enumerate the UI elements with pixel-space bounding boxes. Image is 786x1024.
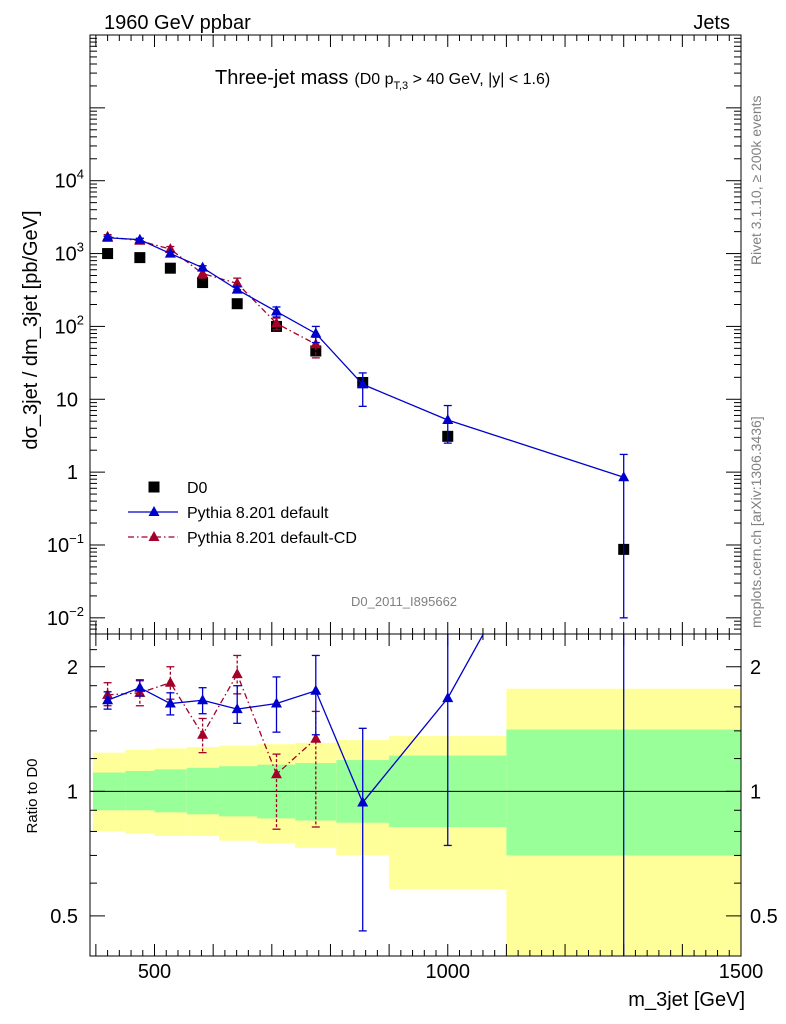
pythia-default-line — [107, 237, 624, 478]
pythia-default-point — [164, 247, 176, 258]
ratio-y-tick-label-right: 1 — [750, 781, 761, 803]
ratio-panel-frame — [89, 633, 742, 957]
ratio-pythia-default-point — [231, 703, 243, 714]
legend-entry-d0 — [148, 481, 160, 493]
analysis-id: D0_2011_I895662 — [351, 594, 457, 609]
main-y-tick-label: 103 — [55, 240, 84, 266]
ratio-pythia-default-point — [442, 692, 454, 703]
x-axis-label: m_3jet [GeV] — [628, 989, 745, 1011]
ratio-band-inner — [154, 769, 187, 813]
ratio-pythia-default-point — [134, 681, 146, 692]
pythia-cd-point — [231, 277, 243, 288]
ratio-panel-axes: 500 1000 1500 0.5 0.5 1 1 2 2 — [50, 633, 778, 983]
pythia-default-point — [618, 471, 630, 482]
ratio-pythia-default-point — [271, 697, 283, 708]
d0-point — [164, 262, 176, 274]
ratio-band-inner — [125, 770, 155, 811]
pythia-default-point — [197, 261, 209, 272]
legend-marker-d0 — [148, 481, 160, 493]
d0-point — [134, 252, 146, 264]
main-y-tick-label: 1 — [67, 462, 78, 484]
pythia-default-point — [442, 413, 454, 424]
main-panel-series — [102, 230, 630, 619]
pythia-default-point — [271, 305, 283, 316]
d0-point — [310, 345, 322, 357]
ratio-y-tick-label-left: 2 — [67, 657, 78, 679]
main-y-tick-label: 10−1 — [47, 531, 84, 557]
ratio-panel-series — [102, 634, 625, 956]
legend-marker-pythia-default — [148, 506, 160, 516]
legend-marker-pythia-default-cd — [148, 531, 160, 541]
legend-label-pythia-default-cd: Pythia 8.201 default-CD — [187, 530, 357, 547]
plot-title: Three-jet mass (D0 pT,3 > 40 GeV, |y| < 1… — [215, 67, 550, 92]
legend: D0 Pythia 8.201 default Pythia 8.201 def… — [128, 480, 357, 547]
ratio-pythia-cd-point — [310, 732, 322, 743]
x-tick-label: 500 — [138, 961, 171, 983]
header-left: 1960 GeV ppbar — [104, 12, 251, 34]
main-y-tick-label: 104 — [55, 167, 84, 193]
pythia-default-point — [357, 378, 369, 389]
ratio-y-tick-label-left: 1 — [67, 781, 78, 803]
legend-label-pythia-default: Pythia 8.201 default — [187, 505, 329, 522]
legend-entry-pythia-default-cd — [128, 531, 178, 541]
ratio-pythia-default-point — [102, 694, 114, 705]
ratio-pythia-cd-point — [271, 768, 283, 779]
pythia-default-point — [231, 283, 243, 294]
header-right: Jets — [693, 12, 730, 34]
d0-point — [197, 277, 209, 289]
ratio-pythia-default-point — [357, 796, 369, 807]
ratio-y-tick-label-left: 0.5 — [50, 906, 78, 928]
legend-entry-pythia-default — [128, 506, 178, 516]
main-y-tick-label: 102 — [55, 312, 84, 338]
ratio-pythia-cd-point — [164, 676, 176, 687]
ratio-pythia-default-line — [107, 634, 485, 804]
ratio-pythia-default-point — [310, 684, 322, 695]
d0-point — [102, 248, 114, 260]
main-panel-axes: 10−2 10−1 1 10 102 103 104 — [47, 34, 742, 635]
pythia-default-point — [134, 233, 146, 244]
ratio-pythia-default-point — [164, 697, 176, 708]
ratio-y-tick-label-right: 0.5 — [750, 906, 778, 928]
x-tick-label: 1000 — [426, 961, 471, 983]
pythia-default-point — [310, 327, 322, 338]
ratio-pythia-cd-point — [231, 668, 243, 679]
pythia-cd-point — [271, 317, 283, 328]
x-tick-label: 1500 — [719, 961, 764, 983]
pythia-default-point — [102, 231, 114, 242]
main-y-tick-label: 10 — [56, 389, 78, 411]
ratio-y-axis-label: Ratio to D0 — [24, 758, 41, 833]
main-y-axis-label: dσ_3jet / dm_3jet [pb/GeV] — [20, 210, 42, 449]
rivet-label: Rivet 3.1.10, ≥ 200k events — [748, 95, 764, 265]
ratio-y-tick-label-right: 2 — [750, 657, 761, 679]
legend-label-d0: D0 — [187, 480, 208, 497]
main-y-tick-label: 10−2 — [47, 604, 84, 630]
pythia-cd-point — [197, 267, 209, 278]
ratio-pythia-cd-point — [197, 728, 209, 739]
mcplots-label: mcplots.cern.ch [arXiv:1306.3436] — [748, 416, 764, 628]
ratio-pythia-default-point — [197, 694, 209, 705]
d0-point — [231, 298, 243, 310]
